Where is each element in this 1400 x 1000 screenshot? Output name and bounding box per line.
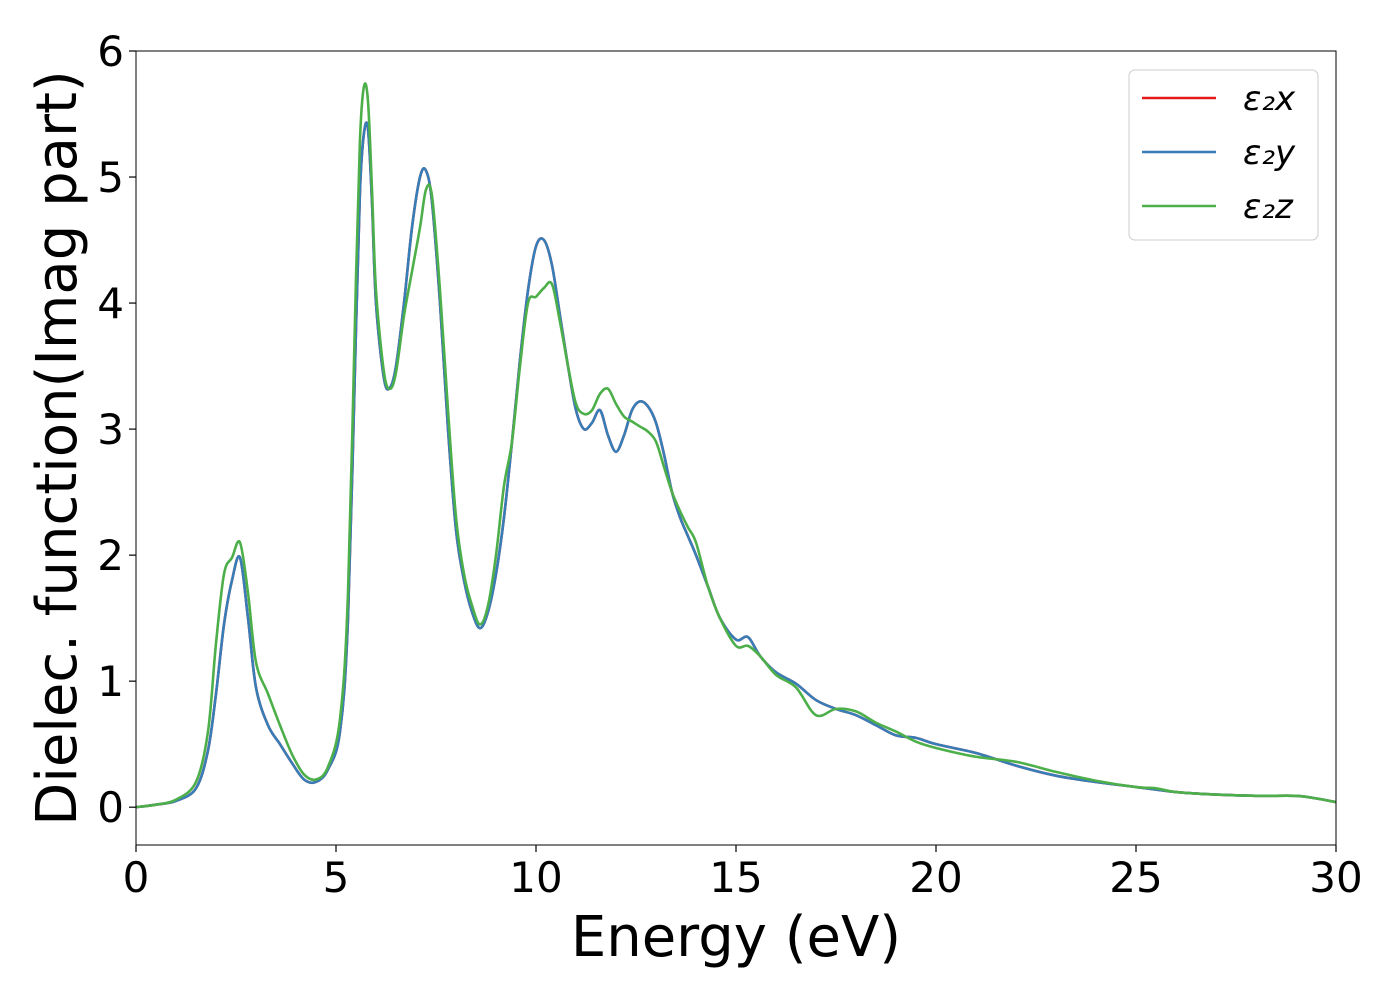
x-tick-label: 25	[1109, 853, 1162, 902]
legend-label-1: ε₂y	[1243, 133, 1296, 173]
legend-label-0: ε₂x	[1243, 79, 1296, 119]
x-tick-label: 10	[509, 853, 562, 902]
legend: ε₂x ε₂y ε₂z	[1128, 69, 1319, 241]
legend-box	[1128, 69, 1319, 241]
x-tick-label: 5	[323, 853, 350, 902]
x-axis-label: Energy (eV)	[571, 905, 901, 970]
y-tick-label: 0	[97, 783, 124, 832]
x-tick-label: 15	[709, 853, 762, 902]
y-tick-label: 1	[97, 657, 124, 706]
series-line-2	[136, 82, 1336, 809]
y-axis: 0 1 2 3 4 5 6	[97, 27, 136, 832]
y-tick-label: 6	[97, 27, 124, 76]
y-axis-label: Dielec. function(Imag part)	[25, 70, 90, 826]
legend-label-2: ε₂z	[1243, 187, 1294, 227]
series-layer	[136, 82, 1336, 809]
y-tick-label: 4	[97, 279, 124, 328]
y-tick-label: 3	[97, 405, 124, 454]
y-tick-label: 5	[97, 153, 124, 202]
x-tick-label: 20	[909, 853, 962, 902]
x-tick-label: 0	[123, 853, 150, 902]
x-tick-label: 30	[1309, 853, 1362, 902]
x-axis: 0 5 10 15 20 25 30	[123, 845, 1363, 902]
y-tick-label: 2	[97, 531, 124, 580]
